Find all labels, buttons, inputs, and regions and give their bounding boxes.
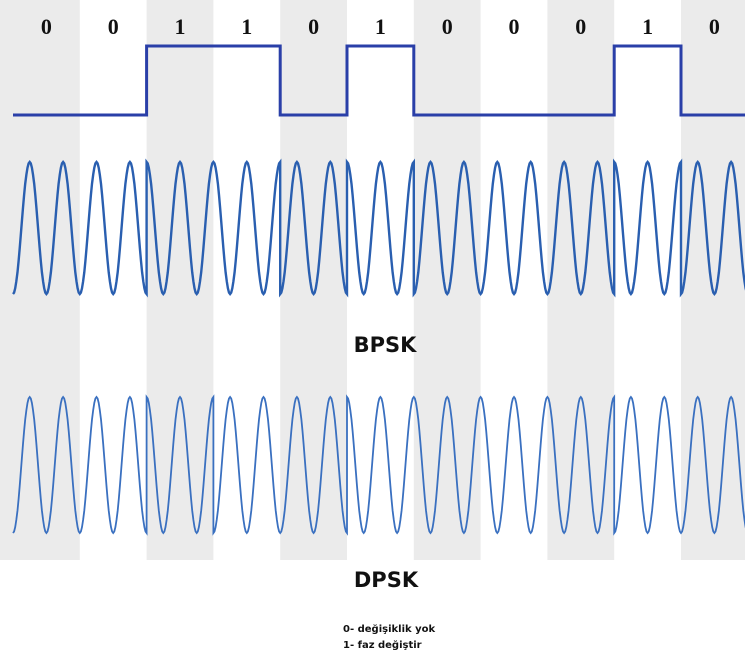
bit-label: 0	[575, 14, 586, 39]
bit-label: 1	[175, 14, 186, 39]
bit-label: 0	[442, 14, 453, 39]
dpsk-label: DPSK	[354, 568, 419, 592]
bpsk-wave	[12, 158, 745, 298]
bit-label: 0	[308, 14, 319, 39]
bit-label: 1	[375, 14, 386, 39]
shade-column	[0, 0, 80, 560]
dpsk-wave	[12, 394, 745, 536]
bit-shading	[0, 0, 745, 560]
note: 1- faz değiştir	[343, 639, 422, 651]
bit-label: 1	[241, 14, 252, 39]
bit-label: 0	[108, 14, 119, 39]
shade-column	[146, 0, 214, 560]
shade-column	[280, 0, 347, 560]
digital-signal	[13, 44, 745, 117]
bit-label: 1	[642, 14, 653, 39]
bit-label: 0	[509, 14, 520, 39]
bpsk-label: BPSK	[354, 333, 418, 357]
shade-column	[413, 0, 481, 560]
bit-labels: 0 0 1 1 0 1 0 0 0 1 0	[41, 14, 720, 39]
note: 0- değişiklik yok	[343, 623, 436, 635]
shade-column	[681, 0, 745, 560]
bit-label: 0	[41, 14, 52, 39]
shade-column	[547, 0, 615, 560]
bit-label: 0	[709, 14, 720, 39]
